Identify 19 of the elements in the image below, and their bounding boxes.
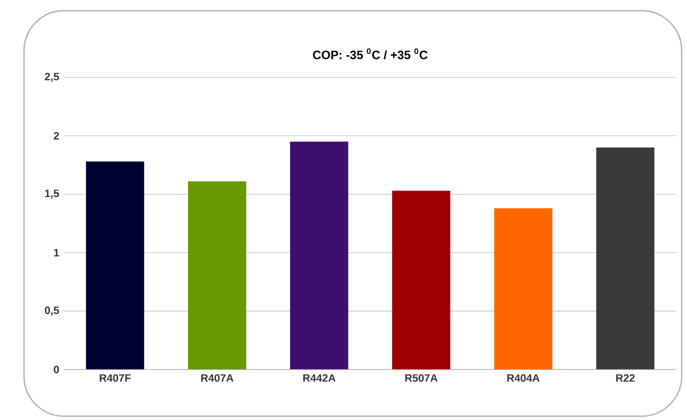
x-tick-label: R407F (100, 374, 131, 382)
bar (86, 161, 144, 370)
x-tick-label: R404A (507, 374, 540, 382)
y-tick-label: 2,5 (44, 72, 60, 82)
bar (290, 142, 348, 370)
y-tick-label: 1,5 (45, 190, 60, 199)
bar (392, 190, 450, 370)
y-tick-label: 2 (54, 132, 59, 140)
chart-title: COP: -35 $^{0}$C / +35 $^{0}$C (313, 48, 428, 60)
bar (494, 208, 552, 370)
x-tick-label: R22 (616, 374, 635, 382)
y-tick-label: 1 (54, 248, 60, 256)
bar (596, 147, 654, 370)
x-tick-label: R442A (303, 374, 336, 382)
y-tick-label: 0 (54, 366, 59, 374)
x-tick-label: R407A (201, 374, 234, 382)
bar (188, 181, 246, 370)
x-tick-label: R507A (405, 374, 438, 382)
y-tick-label: 0,5 (44, 306, 60, 316)
